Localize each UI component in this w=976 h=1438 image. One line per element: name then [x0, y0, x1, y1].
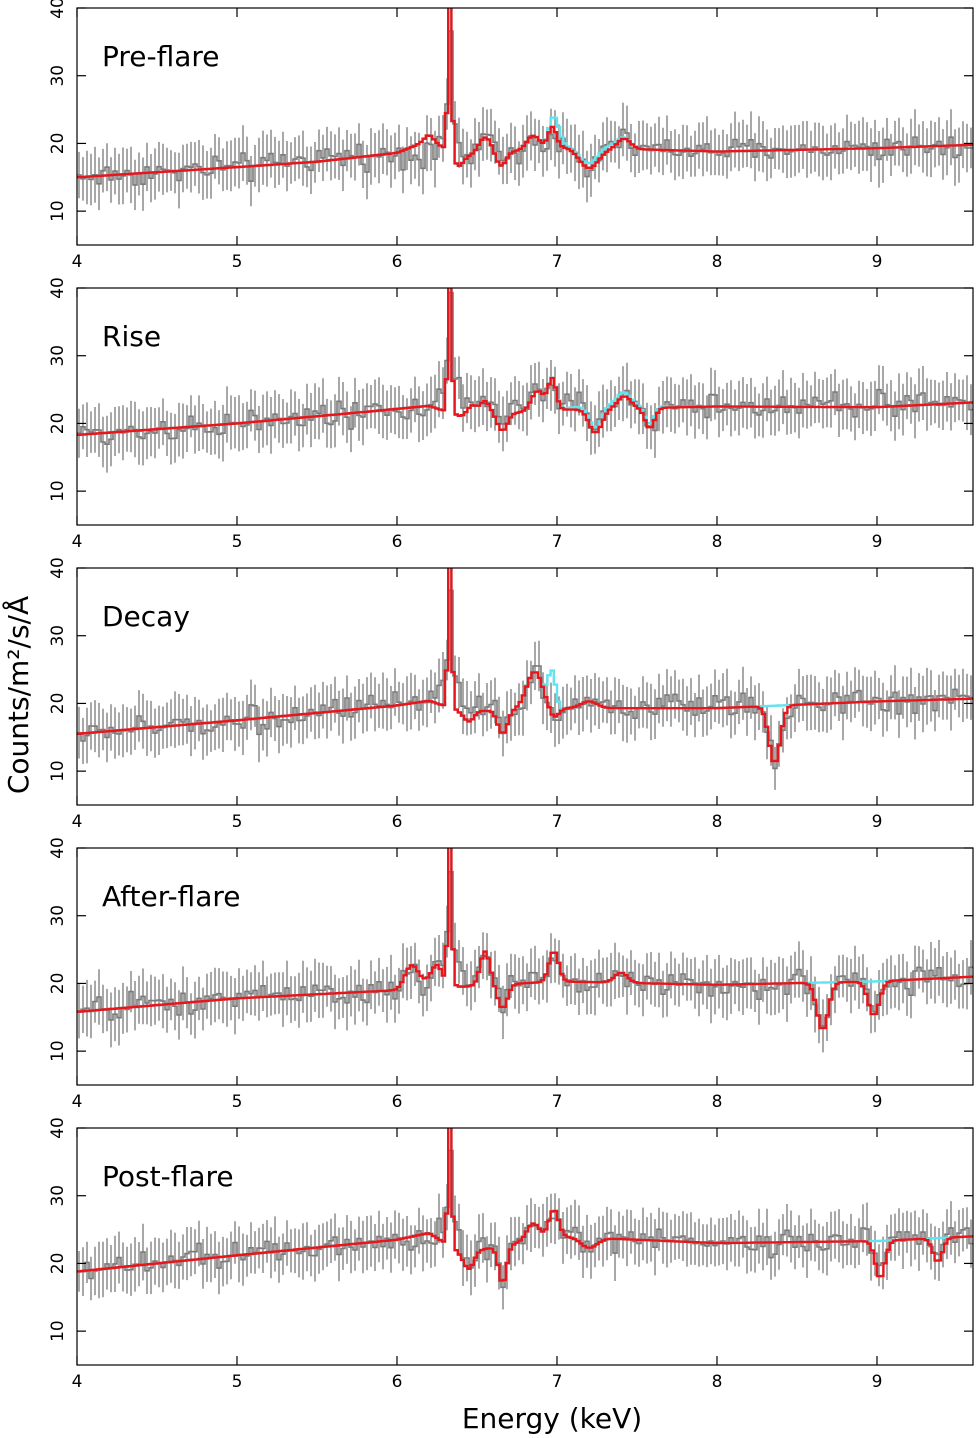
x-tick-label: 6 [392, 1092, 403, 1112]
y-tick-label: 30 [48, 65, 68, 87]
y-tick-label: 20 [48, 413, 68, 435]
x-tick-label: 5 [232, 252, 243, 272]
plot-area [77, 1128, 973, 1310]
data-error-bars [78, 8, 972, 211]
x-tick-label: 8 [712, 812, 723, 832]
data-error-bars [78, 288, 972, 473]
x-tick-label: 7 [552, 812, 563, 832]
y-axis-title: Counts/m²/s/Å [1, 596, 35, 794]
model-line [77, 8, 973, 179]
x-tick-label: 4 [72, 1372, 83, 1392]
x-tick-label: 5 [232, 1092, 243, 1112]
y-tick-label: 40 [48, 0, 68, 19]
panel-title: Post-flare [102, 1160, 234, 1193]
y-tick-label: 10 [48, 200, 68, 222]
x-tick-label: 5 [232, 812, 243, 832]
x-tick-label: 8 [712, 1372, 723, 1392]
data-histogram [77, 1149, 973, 1289]
data-error-bars [78, 1129, 972, 1310]
x-axis-title: Energy (keV) [462, 1402, 642, 1435]
panel-frame [76, 1127, 974, 1366]
panel-rise: 4 5 6 7 8 9 10 20 30 40 Rise [48, 277, 974, 552]
x-tick-label: 9 [872, 1092, 883, 1112]
y-tick-label: 30 [48, 625, 68, 647]
x-tick-label: 7 [552, 532, 563, 552]
model-line [77, 1128, 973, 1282]
panel-title: Decay [102, 600, 190, 633]
panel-title: Pre-flare [102, 40, 220, 73]
y-tick-label: 10 [48, 1040, 68, 1062]
y-tick-label: 30 [48, 1185, 68, 1207]
data-error-bars [78, 848, 972, 1053]
model-line [77, 568, 973, 763]
x-tick-label: 8 [712, 532, 723, 552]
panel-frame [76, 287, 974, 526]
y-tick-label: 30 [48, 345, 68, 367]
y-tick-label: 20 [48, 133, 68, 155]
x-tick-label: 9 [872, 1372, 883, 1392]
x-tick-label: 8 [712, 1092, 723, 1112]
panel-pre-flare: 4 5 6 7 8 9 10 20 30 40 Pre-flare [48, 0, 974, 272]
x-tick-label: 9 [872, 532, 883, 552]
y-tick-label: 40 [48, 1117, 68, 1139]
y-tick-label: 40 [48, 277, 68, 299]
y-tick-label: 40 [48, 557, 68, 579]
x-tick-label: 6 [392, 1372, 403, 1392]
y-tick-label: 20 [48, 1253, 68, 1275]
y-tick-label: 20 [48, 693, 68, 715]
x-tick-label: 4 [72, 532, 83, 552]
model-line [77, 288, 973, 436]
data-error-bars [78, 568, 972, 790]
x-tick-label: 4 [72, 252, 83, 272]
panel-title: After-flare [102, 880, 240, 913]
y-tick-label: 20 [48, 973, 68, 995]
panel-frame [76, 567, 974, 806]
y-tick-label: 10 [48, 480, 68, 502]
plot-area [77, 8, 973, 211]
y-tick-label: 10 [48, 760, 68, 782]
plot-area [77, 288, 973, 473]
y-tick-label: 30 [48, 905, 68, 927]
x-tick-label: 8 [712, 252, 723, 272]
model-line [77, 848, 973, 1030]
y-tick-label: 10 [48, 1320, 68, 1342]
x-tick-label: 7 [552, 1092, 563, 1112]
x-tick-label: 4 [72, 1092, 83, 1112]
plot-area [77, 848, 973, 1053]
x-tick-label: 7 [552, 1372, 563, 1392]
x-tick-label: 4 [72, 812, 83, 832]
x-tick-label: 5 [232, 1372, 243, 1392]
x-tick-label: 7 [552, 252, 563, 272]
panel-frame [76, 847, 974, 1086]
x-tick-label: 9 [872, 252, 883, 272]
panel-frame [76, 7, 974, 246]
x-tick-label: 9 [872, 812, 883, 832]
x-tick-label: 5 [232, 532, 243, 552]
x-tick-label: 6 [392, 532, 403, 552]
panel-decay: 4 5 6 7 8 9 10 20 30 40 Decay [48, 557, 974, 832]
x-tick-label: 6 [392, 812, 403, 832]
panel-after-flare: 4 5 6 7 8 9 10 20 30 40 After-flare [48, 837, 974, 1112]
plot-area [77, 568, 973, 790]
y-tick-label: 40 [48, 837, 68, 859]
panel-title: Rise [102, 320, 161, 353]
panels-layer: 4 5 6 7 8 9 10 20 30 40 Pre-flare 4 5 6 7 8 9 10 20 30 40 Ris… [48, 0, 974, 1392]
x-tick-label: 6 [392, 252, 403, 272]
panel-post-flare: 4 5 6 7 8 9 10 20 30 40 Post-flare [48, 1117, 974, 1392]
